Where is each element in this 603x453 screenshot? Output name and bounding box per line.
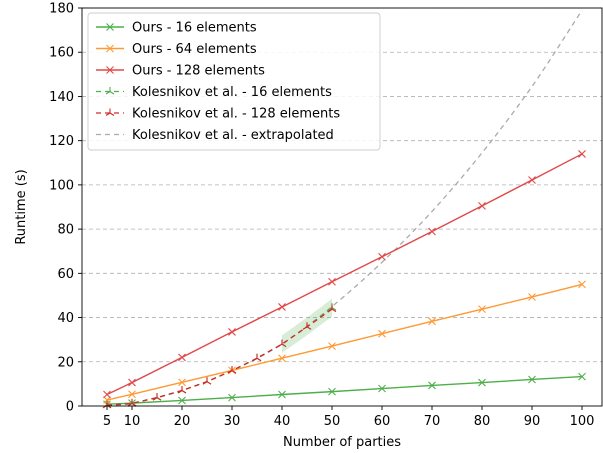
y-tick-label: 120 [49, 134, 74, 149]
marker-x [428, 317, 436, 326]
x-tick-label: 50 [324, 414, 341, 429]
legend-entry: Ours - 16 elements [96, 21, 257, 36]
series-line [106, 283, 583, 401]
legend-entry: Ours - 128 elements [96, 64, 265, 79]
marker-tri [152, 393, 162, 401]
series-5 [106, 9, 583, 406]
legend-entry: Ours - 64 elements [96, 42, 257, 57]
legend: Ours - 16 elements Ours - 64 elements Ours… [87, 12, 381, 151]
legend-label: Ours - 64 elements [132, 42, 257, 57]
x-tick-label: 100 [570, 414, 595, 429]
y-tick-label: 140 [49, 90, 74, 105]
legend-entry: Kolesnikov et al. - extrapolated [96, 128, 334, 143]
tick-labels: 0 20 40 60 80 100 120 140 160 180 5 10 20 30 40 50 60 70 8… [49, 2, 594, 430]
marker-x [328, 277, 336, 286]
legend-label: Kolesnikov et al. - 128 elements [132, 107, 340, 122]
series-line [106, 153, 583, 396]
series-line [106, 308, 333, 406]
y-tick-label: 60 [57, 267, 74, 282]
marker-x [378, 252, 386, 261]
marker-x [178, 378, 186, 387]
marker-x [228, 328, 236, 336]
axes [78, 7, 603, 410]
series-line [106, 375, 583, 405]
y-tick-label: 80 [57, 223, 74, 238]
x-tick-label: 5 [103, 414, 111, 429]
marker-tri [327, 304, 337, 313]
marker-x [103, 396, 111, 404]
x-tick-label: 60 [374, 414, 391, 429]
series-1 [103, 280, 586, 404]
legend-label: Kolesnikov et al. - 16 elements [132, 85, 332, 100]
marker-tri [127, 398, 137, 407]
marker-x [578, 372, 586, 381]
plot-frame [81, 7, 603, 407]
marker-tri [252, 353, 262, 362]
x-tick-label: 20 [174, 414, 191, 429]
marker-x [106, 44, 114, 53]
legend-label: Ours - 128 elements [132, 64, 265, 79]
marker-x [378, 329, 386, 338]
x-tick-label: 10 [124, 414, 141, 429]
y-axis-label: Runtime (s) [14, 169, 29, 244]
series-3 [102, 303, 337, 409]
marker-x [128, 390, 136, 399]
marker-x [228, 393, 236, 402]
y-tick-label: 0 [66, 400, 74, 415]
marker-tri [227, 366, 237, 374]
series-lines [102, 9, 586, 409]
marker-x [278, 354, 286, 363]
marker-x [328, 387, 336, 396]
marker-tri [202, 377, 212, 385]
marker-x [428, 227, 436, 236]
marker-x [106, 23, 114, 31]
y-tick-label: 20 [57, 355, 74, 370]
y-tick-label: 180 [49, 2, 74, 17]
marker-tri [105, 108, 115, 116]
marker-x [578, 280, 586, 289]
marker-tri [277, 339, 287, 348]
marker-x [103, 390, 111, 399]
marker-x [278, 303, 286, 311]
x-tick-label: 90 [524, 414, 541, 429]
x-tick-label: 30 [224, 414, 241, 429]
y-tick-label: 100 [49, 178, 74, 193]
y-tick-label: 160 [49, 46, 74, 61]
series-4 [102, 304, 337, 409]
x-tick-label: 70 [424, 414, 441, 429]
marker-tri [105, 87, 115, 95]
legend-label: Kolesnikov et al. - extrapolated [132, 128, 334, 143]
marker-x [106, 66, 114, 74]
series-line [106, 307, 333, 406]
series-2 [103, 150, 586, 399]
legend-entry: Kolesnikov et al. - 128 elements [96, 107, 340, 122]
marker-x [178, 353, 186, 362]
marker-x [478, 202, 486, 210]
marker-tri [302, 322, 312, 330]
marker-x [528, 293, 536, 301]
marker-x [428, 381, 436, 390]
marker-x [328, 342, 336, 350]
marker-x [178, 396, 186, 405]
legend-box [87, 12, 381, 151]
series-line [106, 9, 583, 406]
marker-x [478, 305, 486, 314]
series-0 [103, 372, 586, 409]
marker-x [528, 176, 536, 184]
legend-entry: Kolesnikov et al. - 16 elements [96, 85, 332, 100]
marker-x [578, 150, 586, 158]
marker-x [378, 384, 386, 393]
x-axis-label: Number of parties [283, 435, 401, 450]
marker-x [478, 378, 486, 387]
marker-tri [177, 386, 187, 394]
marker-x [278, 390, 286, 399]
marker-x [128, 378, 136, 387]
marker-x [528, 375, 536, 384]
x-tick-label: 40 [274, 414, 291, 429]
legend-label: Ours - 16 elements [132, 21, 257, 36]
x-tick-label: 80 [474, 414, 491, 429]
y-tick-label: 40 [57, 311, 74, 326]
